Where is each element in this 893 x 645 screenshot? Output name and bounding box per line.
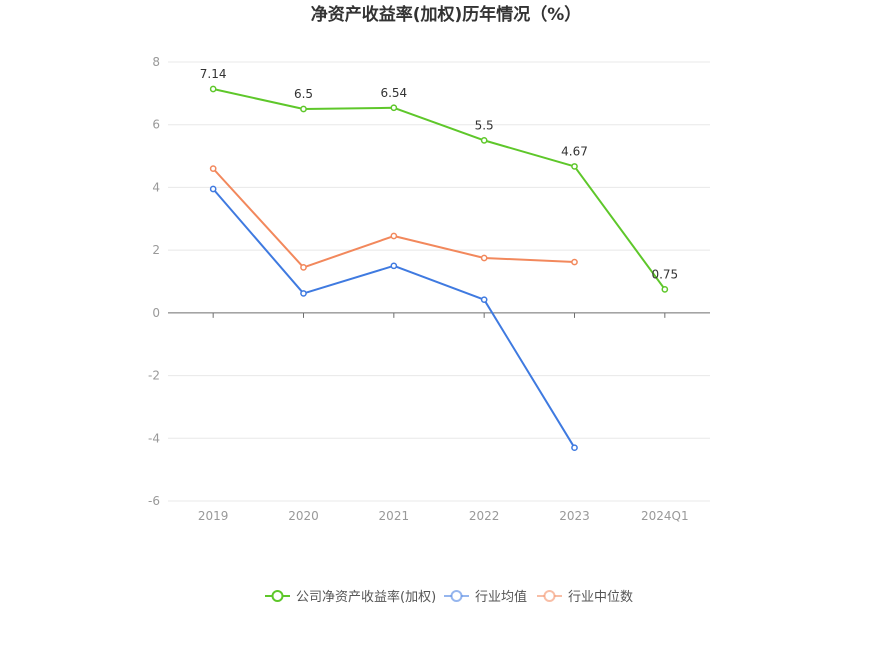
y-tick-label: 6 — [152, 118, 160, 132]
data-point — [571, 258, 578, 266]
legend-label: 行业中位数 — [568, 590, 633, 605]
y-tick-label: 4 — [152, 180, 160, 194]
data-point — [571, 444, 578, 452]
y-tick-label: -6 — [148, 494, 160, 508]
data-point — [480, 296, 488, 304]
data-label: 5.5 — [475, 118, 494, 132]
data-point — [300, 264, 307, 271]
legend[interactable]: 公司净资产收益率(加权) 行业均值 行业中位数 — [265, 589, 633, 605]
data-point — [571, 163, 578, 170]
axes: -6 -4 -2 0 2 4 6 8 2019 2020 2021 2022 2023 2024Q1 — [148, 55, 689, 523]
legend-marker — [543, 590, 556, 602]
data-point — [209, 185, 217, 193]
legend-label: 行业均值 — [475, 589, 527, 605]
y-tick-label: 0 — [152, 306, 160, 320]
data-point — [300, 105, 307, 113]
data-point — [390, 262, 398, 270]
legend-label: 公司净资产收益率(加权) — [296, 589, 436, 605]
legend-item-0[interactable]: 公司净资产收益率(加权) — [265, 589, 436, 605]
data-point — [390, 232, 398, 240]
legend-item-1[interactable]: 行业均值 — [444, 589, 527, 605]
data-point — [209, 85, 217, 93]
y-tick-label: 2 — [152, 243, 160, 257]
data-point — [480, 137, 488, 144]
legend-item-2[interactable]: 行业中位数 — [537, 590, 633, 605]
legend-marker — [450, 590, 463, 602]
x-tick-label: 2023 — [559, 509, 590, 523]
data-point — [300, 290, 307, 297]
x-tick-label: 2021 — [379, 509, 410, 523]
data-point — [209, 165, 217, 172]
series-line-0 — [212, 87, 666, 290]
legend-marker — [271, 590, 284, 602]
chart-title: 净资产收益率(加权)历年情况（%） — [311, 4, 582, 25]
x-tick-label: 2019 — [198, 509, 229, 523]
data-label: 7.14 — [200, 67, 227, 81]
y-tick-label: -4 — [148, 431, 160, 445]
x-tick-label: 2024Q1 — [641, 509, 689, 523]
data-point — [661, 285, 669, 293]
grid — [168, 61, 710, 502]
y-tick-label: -2 — [148, 369, 160, 383]
y-tick-label: 8 — [152, 55, 160, 69]
series-group — [209, 85, 669, 452]
x-tick-label: 2022 — [469, 509, 500, 523]
data-label: 6.54 — [380, 86, 407, 100]
data-label: 0.75 — [651, 267, 678, 281]
data-point — [390, 104, 398, 112]
x-tick-label: 2020 — [288, 509, 319, 523]
data-label: 6.5 — [294, 87, 313, 101]
data-label: 4.67 — [561, 144, 588, 158]
data-point — [480, 254, 488, 262]
data-labels: 7.14 6.5 6.54 5.5 4.67 0.75 — [200, 67, 678, 281]
